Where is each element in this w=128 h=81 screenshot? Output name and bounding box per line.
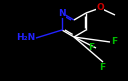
Text: F: F [111,37,117,46]
Text: F: F [99,63,105,72]
Text: N: N [58,9,66,17]
Text: O: O [96,3,104,12]
Text: F: F [88,43,94,52]
Text: H₂N: H₂N [16,34,35,43]
